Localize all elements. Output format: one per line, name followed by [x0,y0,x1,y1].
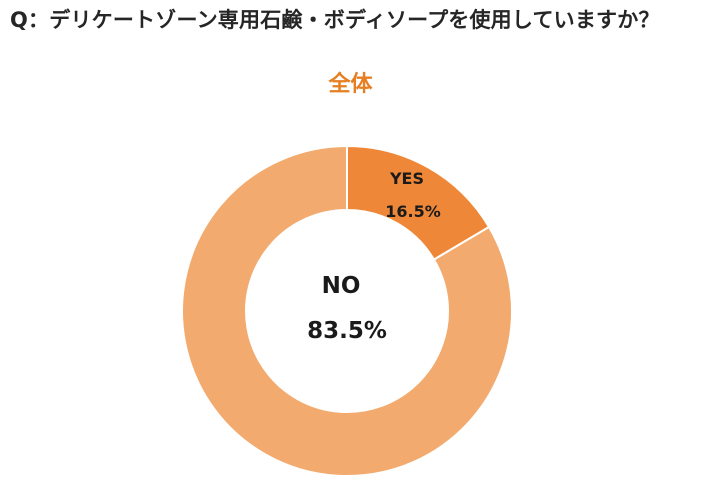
donut-slices [181,144,513,477]
chart-title: 全体 [328,72,373,97]
label-no-name: NO [322,273,361,299]
label-yes-name: YES [389,169,424,188]
label-no-value: 83.5% [307,318,387,344]
label-yes-value: 16.5% [385,202,441,221]
question-title: Q：デリケートゾーン専用石鹸・ボディソープを使用していますか？ [10,8,660,32]
donut-labels: YES 16.5% NO 83.5% [307,169,441,344]
slice-no [181,144,513,477]
